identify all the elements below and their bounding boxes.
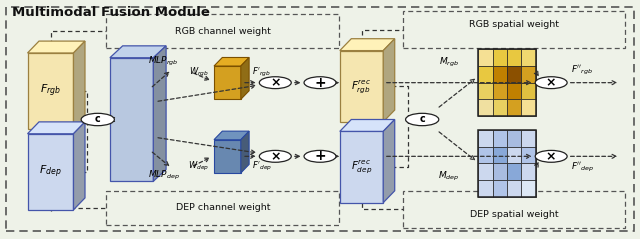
Bar — [478, 130, 493, 147]
Bar — [493, 163, 507, 180]
Text: RGB spatial weight: RGB spatial weight — [469, 20, 559, 29]
Text: $W_{rgb}$: $W_{rgb}$ — [189, 65, 209, 79]
Bar — [493, 66, 507, 83]
Bar — [493, 83, 507, 99]
Polygon shape — [241, 58, 249, 99]
Circle shape — [81, 113, 115, 126]
Bar — [507, 163, 522, 180]
Text: $M_{rgb}$: $M_{rgb}$ — [439, 56, 460, 69]
Text: $F_{dep}^{rec}$: $F_{dep}^{rec}$ — [351, 159, 372, 175]
Circle shape — [259, 150, 291, 162]
Text: $F''_{dep}$: $F''_{dep}$ — [571, 161, 595, 174]
Text: ×: × — [270, 76, 280, 89]
Circle shape — [259, 77, 291, 89]
Bar — [478, 99, 493, 116]
Text: $F_{rgb}^{rec}$: $F_{rgb}^{rec}$ — [351, 78, 372, 95]
FancyBboxPatch shape — [6, 7, 634, 231]
Text: $MLP_{dep}$: $MLP_{dep}$ — [148, 169, 179, 182]
Bar — [28, 53, 74, 129]
Polygon shape — [74, 41, 85, 129]
Text: c: c — [95, 114, 100, 125]
Polygon shape — [214, 58, 249, 66]
Polygon shape — [340, 39, 395, 51]
Text: ×: × — [270, 150, 280, 163]
Polygon shape — [74, 122, 85, 210]
Text: +: + — [314, 149, 326, 163]
Bar — [507, 83, 522, 99]
Text: $MLP_{rgb}$: $MLP_{rgb}$ — [148, 55, 179, 68]
Text: $F_{dep}$: $F_{dep}$ — [39, 163, 62, 180]
Text: RGB channel weight: RGB channel weight — [175, 27, 271, 36]
Bar — [340, 131, 383, 203]
Text: ×: × — [546, 150, 556, 163]
Circle shape — [406, 113, 439, 126]
Text: $M_{dep}$: $M_{dep}$ — [438, 170, 460, 183]
Bar — [522, 147, 536, 163]
Text: $F_{rgb}$: $F_{rgb}$ — [40, 83, 61, 99]
Bar — [214, 66, 241, 99]
Bar — [522, 66, 536, 83]
Bar — [478, 130, 536, 197]
Circle shape — [535, 77, 567, 89]
Text: c: c — [419, 114, 425, 125]
Bar — [478, 180, 493, 197]
Bar — [478, 163, 493, 180]
Bar — [522, 180, 536, 197]
Bar — [522, 130, 536, 147]
Polygon shape — [214, 131, 249, 140]
Text: $W_{dep}$: $W_{dep}$ — [188, 160, 209, 173]
Polygon shape — [154, 46, 166, 181]
Bar — [507, 49, 522, 66]
Bar — [507, 66, 522, 83]
Text: +: + — [314, 76, 326, 90]
Bar — [110, 58, 154, 181]
Text: DEP spatial weight: DEP spatial weight — [470, 210, 559, 219]
Bar — [522, 99, 536, 116]
Bar — [478, 66, 493, 83]
Polygon shape — [110, 46, 166, 58]
Bar — [507, 180, 522, 197]
Circle shape — [304, 77, 336, 89]
Bar — [507, 130, 522, 147]
Bar — [478, 49, 493, 66]
Text: $F'_{dep}$: $F'_{dep}$ — [252, 160, 273, 173]
Bar — [28, 134, 74, 210]
Bar — [214, 140, 241, 173]
Polygon shape — [340, 120, 395, 131]
Text: ×: × — [546, 76, 556, 89]
Polygon shape — [28, 41, 85, 53]
Bar — [493, 180, 507, 197]
Circle shape — [535, 150, 567, 162]
Text: Multimodal Fusion Module: Multimodal Fusion Module — [12, 6, 210, 19]
Text: DEP channel weight: DEP channel weight — [176, 203, 270, 212]
Bar — [340, 51, 383, 122]
Bar — [493, 130, 507, 147]
Text: $F'_{rgb}$: $F'_{rgb}$ — [252, 65, 271, 79]
Bar — [507, 99, 522, 116]
Bar — [493, 49, 507, 66]
Circle shape — [304, 150, 336, 162]
Bar — [478, 49, 536, 116]
Polygon shape — [241, 131, 249, 173]
Bar — [522, 49, 536, 66]
Polygon shape — [28, 122, 85, 134]
Bar — [493, 99, 507, 116]
Bar — [522, 83, 536, 99]
Text: $F''_{rgb}$: $F''_{rgb}$ — [571, 64, 593, 77]
Bar — [478, 147, 493, 163]
Bar — [507, 147, 522, 163]
Polygon shape — [383, 120, 395, 203]
Polygon shape — [383, 39, 395, 122]
Bar — [493, 147, 507, 163]
Bar — [478, 83, 493, 99]
Bar — [522, 163, 536, 180]
